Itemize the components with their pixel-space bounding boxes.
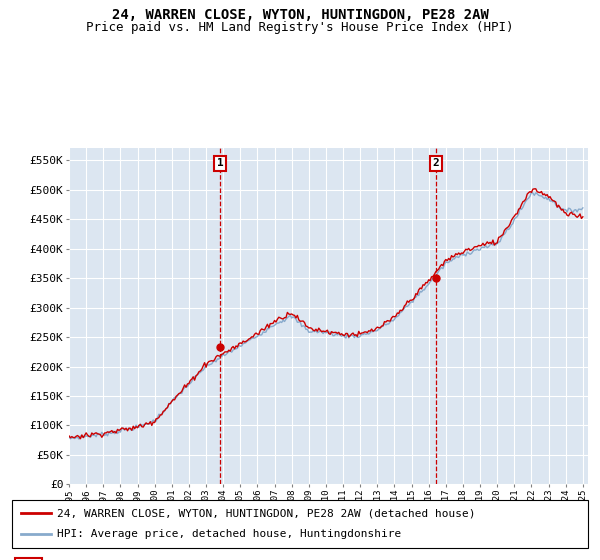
Text: 1: 1 xyxy=(217,158,224,169)
Text: 24, WARREN CLOSE, WYTON, HUNTINGDON, PE28 2AW (detached house): 24, WARREN CLOSE, WYTON, HUNTINGDON, PE2… xyxy=(57,508,476,519)
Text: Price paid vs. HM Land Registry's House Price Index (HPI): Price paid vs. HM Land Registry's House … xyxy=(86,21,514,34)
Text: 24, WARREN CLOSE, WYTON, HUNTINGDON, PE28 2AW: 24, WARREN CLOSE, WYTON, HUNTINGDON, PE2… xyxy=(112,8,488,22)
Text: 2: 2 xyxy=(433,158,439,169)
Text: HPI: Average price, detached house, Huntingdonshire: HPI: Average price, detached house, Hunt… xyxy=(57,529,401,539)
